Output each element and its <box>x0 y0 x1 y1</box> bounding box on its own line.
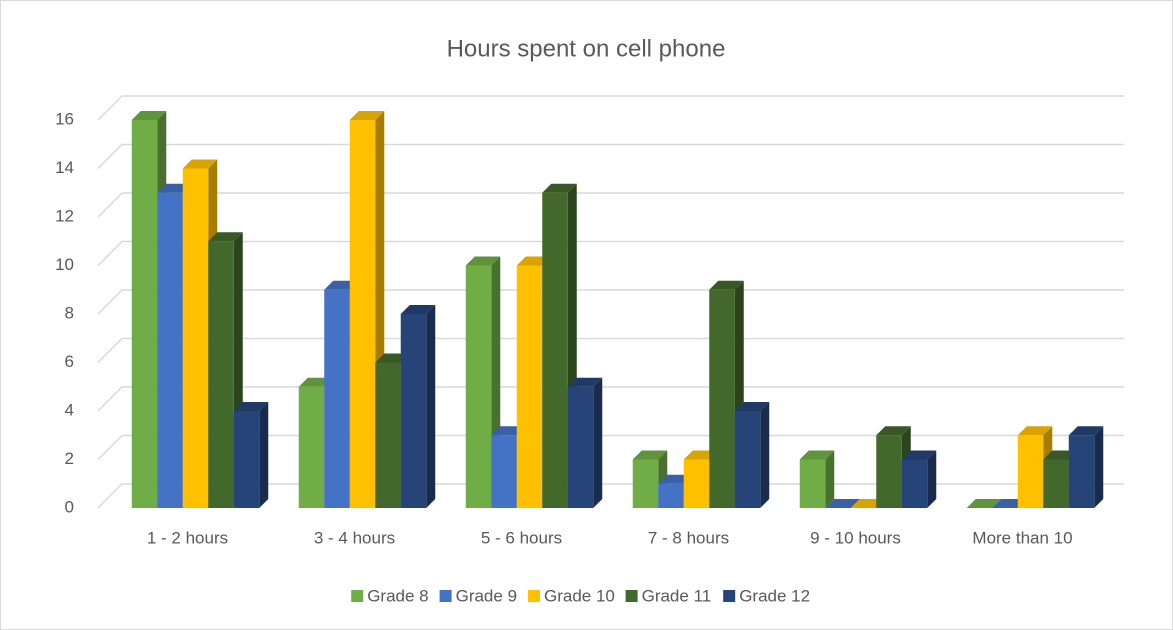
bar-top <box>208 232 243 242</box>
bar-front <box>157 192 183 508</box>
legend-swatch <box>528 590 540 602</box>
bar-front <box>567 386 594 508</box>
bar <box>734 402 770 508</box>
bar-front <box>349 120 376 508</box>
y-tick-label: 12 <box>55 206 74 225</box>
bar-top <box>901 450 937 460</box>
legend-swatch <box>439 590 452 602</box>
bar-top <box>799 450 835 460</box>
bar-top <box>567 377 603 387</box>
bar-top <box>233 402 269 411</box>
legend-label: Grade 8 <box>367 586 428 605</box>
grid-line <box>97 143 1124 170</box>
bar <box>400 305 436 508</box>
y-tick-label: 2 <box>65 449 74 468</box>
y-tick-label: 6 <box>65 352 74 371</box>
grid-line <box>97 483 1124 509</box>
bar-front <box>1068 435 1095 508</box>
grid-line <box>97 386 1124 412</box>
bar-top <box>1017 426 1053 436</box>
bar-top <box>400 305 436 314</box>
bar-side <box>426 305 436 508</box>
bar-side <box>927 450 937 508</box>
bar <box>1068 426 1104 508</box>
grid-line <box>97 240 1124 267</box>
bar-front <box>324 289 350 508</box>
bar-front <box>632 459 659 508</box>
bar-side <box>760 402 770 508</box>
bar-top <box>632 450 668 460</box>
legend-swatch <box>351 590 364 602</box>
bar-front <box>658 483 684 508</box>
y-tick-label: 10 <box>55 255 74 274</box>
bar <box>825 499 860 508</box>
legend-label: Grade 11 <box>642 586 712 605</box>
bar-front <box>131 120 158 508</box>
x-tick-label: 7 - 8 hours <box>648 528 729 547</box>
bar-top <box>734 402 770 411</box>
grid-line <box>97 289 1124 315</box>
y-tick-label: 16 <box>55 109 74 128</box>
bar-front <box>734 411 761 508</box>
bar-front <box>491 435 517 508</box>
bar-front <box>516 265 543 508</box>
bar <box>349 111 385 508</box>
bar-top <box>825 499 860 508</box>
bar-front <box>400 314 427 508</box>
legend-label: Grade 9 <box>456 586 517 605</box>
legend-swatch <box>625 590 638 602</box>
bar-front <box>298 386 325 508</box>
x-tick-label: 5 - 6 hours <box>481 528 562 547</box>
bar-top <box>876 426 911 436</box>
legend-swatch <box>723 590 736 602</box>
bar-front <box>208 241 234 508</box>
grid-line <box>97 337 1124 364</box>
x-tick-label: More than 10 <box>972 528 1072 547</box>
bar <box>567 377 603 508</box>
bar-top <box>966 499 1002 508</box>
bar-front <box>1043 459 1069 508</box>
chart-title: Hours spent on cell phone <box>447 35 726 62</box>
bar-side <box>1094 426 1104 508</box>
bar-top <box>542 183 577 193</box>
y-tick-label: 4 <box>65 400 74 419</box>
bar-front <box>233 411 260 508</box>
legend-label: Grade 12 <box>739 586 810 605</box>
bar-front <box>1017 435 1044 508</box>
bar-top <box>131 111 167 120</box>
y-tick-label: 14 <box>55 158 74 177</box>
bar <box>799 450 835 508</box>
bar <box>233 402 269 508</box>
bar-front <box>709 289 735 508</box>
bar-side <box>825 450 835 508</box>
y-tick-label: 8 <box>65 303 74 322</box>
bar-top <box>349 111 385 120</box>
bar-front <box>799 459 826 508</box>
bar-top <box>465 256 501 266</box>
grid-line <box>97 434 1124 461</box>
bar <box>901 450 937 508</box>
x-tick-label: 9 - 10 hours <box>810 528 901 547</box>
bar-front <box>876 435 902 508</box>
bar-front <box>375 362 401 508</box>
grid-line <box>97 95 1124 121</box>
bar-front <box>683 459 710 508</box>
bar-side <box>259 402 269 508</box>
x-tick-label: 1 - 2 hours <box>147 528 228 547</box>
bar-front <box>465 265 492 508</box>
bar-side <box>593 377 603 508</box>
bar <box>966 499 1002 508</box>
bar-top <box>1068 426 1104 436</box>
x-tick-label: 3 - 4 hours <box>314 528 395 547</box>
grid-line <box>97 192 1124 218</box>
y-tick-label: 0 <box>65 497 74 516</box>
bar-top <box>182 159 218 169</box>
bar-front <box>901 459 928 508</box>
bar-front <box>542 192 568 508</box>
bar-front <box>182 168 209 508</box>
bar-top <box>709 280 744 290</box>
legend-label: Grade 10 <box>544 586 615 605</box>
